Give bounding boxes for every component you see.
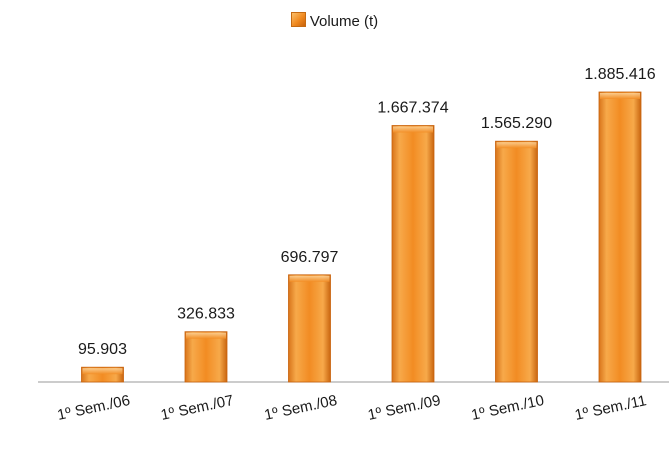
bar-highlight-0 — [82, 368, 123, 375]
data-label-1: 326.833 — [177, 306, 235, 323]
data-label-2: 696.797 — [281, 249, 339, 266]
data-label-4: 1.565.290 — [481, 115, 552, 132]
data-label-5: 1.885.416 — [584, 66, 655, 83]
data-label-3: 1.667.374 — [377, 100, 448, 117]
x-tick-label-0: 1º Sem./06 — [56, 392, 132, 424]
bar-highlight-5 — [600, 93, 640, 99]
bar-1 — [184, 331, 228, 383]
x-tick-label-1: 1º Sem./07 — [159, 392, 235, 424]
bar-highlight-4 — [496, 142, 537, 149]
bar-2 — [288, 274, 331, 383]
bar-3 — [391, 125, 435, 383]
bar-highlight-2 — [289, 275, 330, 282]
x-tick-label-3: 1º Sem./09 — [366, 392, 442, 424]
legend-label: Volume (t) — [309, 13, 379, 30]
x-tick-label-5: 1º Sem./11 — [573, 392, 648, 424]
bar-highlight-1 — [186, 332, 226, 339]
x-tick-label-2: 1º Sem./08 — [263, 392, 339, 424]
bar-5 — [598, 91, 642, 383]
data-label-0: 95.903 — [78, 341, 127, 358]
legend-swatch — [290, 12, 306, 27]
x-tick-label-4: 1º Sem./10 — [470, 392, 546, 424]
bar-4 — [495, 140, 538, 383]
bar-highlight-3 — [393, 126, 433, 133]
chart-legend: Volume (t) — [0, 12, 669, 30]
